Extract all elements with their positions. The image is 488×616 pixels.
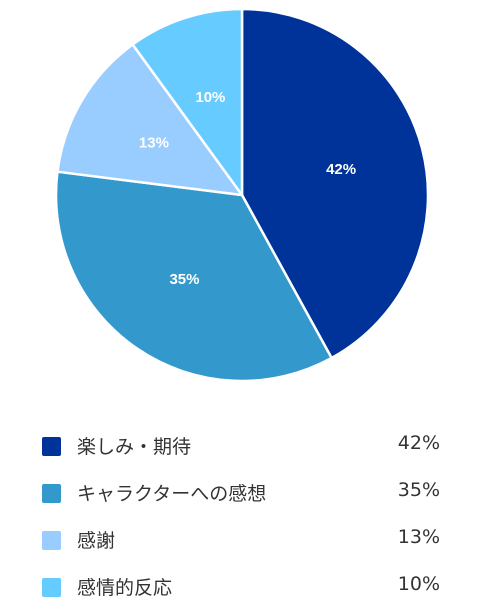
pie-chart: 42% 35% 13% 10% [54,7,430,383]
legend-swatch [42,437,61,456]
slice-value-label: 42% [326,161,356,178]
pie-slice [56,43,244,197]
pie-slice [131,7,244,197]
legend-value: 35% [397,479,440,501]
legend-item-gratitude: 感謝 13% [40,516,444,563]
legend-label: 楽しみ・期待 [77,436,192,458]
legend-value: 42% [397,432,440,454]
legend-value: 13% [397,526,440,548]
pie-slices [54,7,430,383]
legend-label: 感情的反応 [77,577,173,599]
slice-value-label: 35% [169,271,199,288]
legend-item-emotional-reaction: 感情的反応 10% [40,563,444,610]
legend-swatch [42,531,61,550]
pie-slice [240,7,430,360]
legend-value: 10% [397,573,440,595]
slice-value-label: 10% [195,89,225,106]
pie-slice [54,170,333,383]
slice-value-label: 13% [139,134,169,151]
pie-slice-labels: 42% 35% 13% 10% [139,89,356,288]
legend-item-character-impressions: キャラクターへの感想 35% [40,469,444,516]
legend-swatch [42,578,61,597]
legend-swatch [42,484,61,503]
legend-label: キャラクターへの感想 [77,483,267,505]
legend-item-fun-expectation: 楽しみ・期待 42% [40,422,444,469]
chart-legend: 楽しみ・期待 42% キャラクターへの感想 35% 感謝 13% 感情的反応 1… [40,422,444,610]
legend-label: 感謝 [77,530,116,552]
